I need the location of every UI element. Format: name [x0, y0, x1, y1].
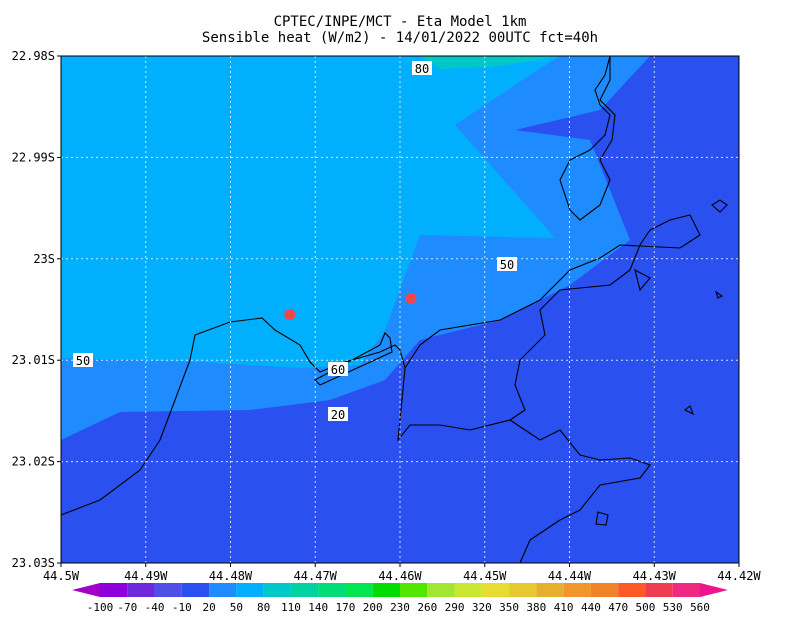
- colorbar-label: 500: [636, 601, 656, 614]
- contour-label-box: [73, 353, 93, 367]
- colorbar-segment: [645, 583, 673, 597]
- points: [284, 292, 417, 321]
- y-tick-label: 22.99S: [12, 150, 55, 164]
- colorbar-label: 530: [663, 601, 683, 614]
- colorbar-segment: [236, 583, 264, 597]
- axes: 44.5W 44.49W 44.48W 44.47W 44.46W 44.45W 44.44…: [12, 49, 762, 583]
- colorbar-segment: [536, 583, 564, 597]
- colorbar-segment: [100, 583, 128, 597]
- colorbar-label: 140: [308, 601, 328, 614]
- colorbar-segment: [400, 583, 428, 597]
- contour-fill: [61, 56, 560, 368]
- colorbar-segment: [181, 583, 210, 597]
- y-tick-label: 22.98S: [12, 49, 55, 63]
- colorbar-segment: [427, 583, 455, 597]
- colorbar-label: -10: [172, 601, 192, 614]
- contour-label: 50: [76, 354, 90, 368]
- title-line: Sensible heat (W/m2) - 14/01/2022 00UTC …: [202, 30, 598, 46]
- colorbar-label: 290: [445, 601, 465, 614]
- x-tick-label: 44.43W: [633, 569, 677, 583]
- point: [284, 309, 296, 321]
- colorbar-segment: [509, 583, 537, 597]
- colorbar-segment: [372, 583, 400, 597]
- colorbar-segment: [700, 583, 728, 597]
- x-tick-label: 44.42W: [717, 569, 761, 583]
- colorbar-label: 560: [690, 601, 710, 614]
- contour-label-box: [412, 61, 432, 75]
- point: [405, 292, 417, 304]
- colorbar-label: 80: [257, 601, 270, 614]
- colorbar-segment: [127, 583, 155, 597]
- y-tick-label: 23.03S: [12, 556, 55, 570]
- colorbar-segment: [72, 583, 100, 597]
- x-tick-label: 44.5W: [43, 569, 80, 583]
- colorbar-segment: [618, 583, 646, 597]
- coastline: [61, 56, 728, 563]
- colorbar-label: 350: [499, 601, 519, 614]
- colorbar-segment: [154, 583, 182, 597]
- colorbar-label: 170: [336, 601, 356, 614]
- colorbar-segment: [563, 583, 591, 597]
- colorbar-label: 410: [554, 601, 574, 614]
- colorbar-label: -100: [87, 601, 114, 614]
- contour-label: 20: [331, 408, 345, 422]
- contour-labels: 80 50 50 60 20: [73, 61, 517, 422]
- grid: [61, 56, 739, 563]
- colorbar-segment: [290, 583, 319, 597]
- contour-label: 60: [331, 363, 345, 377]
- x-tick-label: 44.48W: [209, 569, 253, 583]
- colorbar-segment: [590, 583, 619, 597]
- contour-label-box: [328, 362, 348, 376]
- title-line: CPTEC/INPE/MCT - Eta Model 1km: [274, 14, 527, 30]
- contour-label-box: [328, 407, 348, 421]
- contour-label-box: [497, 257, 517, 271]
- map: 80 50 50 60 20: [61, 56, 739, 563]
- x-tick-label: 44.46W: [378, 569, 422, 583]
- colorbar-label: 470: [608, 601, 628, 614]
- contour-fill: [420, 56, 560, 69]
- colorbar-label: -70: [117, 601, 137, 614]
- colorbar-segment: [263, 583, 291, 597]
- colorbar-label: -40: [145, 601, 165, 614]
- y-tick-label: 23.01S: [12, 353, 55, 367]
- x-tick-label: 44.49W: [124, 569, 168, 583]
- y-tick-label: 23.02S: [12, 455, 55, 469]
- colorbar-segment: [454, 583, 482, 597]
- colorbar-segment: [318, 583, 346, 597]
- contour-label: 80: [415, 62, 429, 76]
- colorbar-label: 200: [363, 601, 383, 614]
- colorbar-segment: [209, 583, 237, 597]
- colorbar-label: 320: [472, 601, 492, 614]
- colorbar-label: 230: [390, 601, 410, 614]
- x-tick-label: 44.44W: [548, 569, 592, 583]
- colorbar: -100 -70 -40 -10 20 50 80 110 140 170 200 230 260 290…: [72, 583, 728, 614]
- x-tick-label: 44.47W: [294, 569, 338, 583]
- y-tick-label: 23S: [33, 252, 55, 266]
- colorbar-segment: [345, 583, 373, 597]
- colorbar-label: 50: [230, 601, 243, 614]
- colorbar-label: 380: [526, 601, 546, 614]
- colorbar-segment: [672, 583, 700, 597]
- colorbar-segment: [481, 583, 510, 597]
- x-tick-label: 44.45W: [463, 569, 507, 583]
- contour-label: 50: [500, 258, 514, 272]
- colorbar-label: 20: [202, 601, 215, 614]
- colorbar-label: 260: [417, 601, 437, 614]
- colorbar-label: 440: [581, 601, 601, 614]
- colorbar-label: 110: [281, 601, 301, 614]
